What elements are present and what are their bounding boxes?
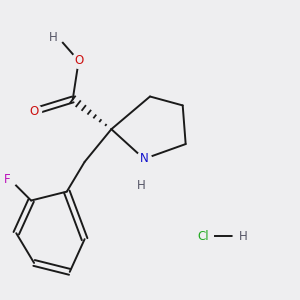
Text: O: O bbox=[74, 54, 83, 67]
Circle shape bbox=[135, 180, 147, 192]
Circle shape bbox=[4, 173, 17, 186]
Text: F: F bbox=[4, 173, 10, 186]
Text: Cl: Cl bbox=[198, 230, 209, 243]
Circle shape bbox=[195, 227, 212, 245]
Circle shape bbox=[136, 152, 152, 166]
Circle shape bbox=[71, 53, 86, 68]
Text: H: H bbox=[239, 230, 248, 243]
Text: O: O bbox=[29, 105, 39, 118]
Text: H: H bbox=[49, 31, 58, 44]
Text: N: N bbox=[140, 152, 148, 165]
Circle shape bbox=[52, 31, 64, 43]
Text: H: H bbox=[137, 179, 146, 192]
Circle shape bbox=[27, 104, 41, 119]
Circle shape bbox=[233, 230, 245, 242]
